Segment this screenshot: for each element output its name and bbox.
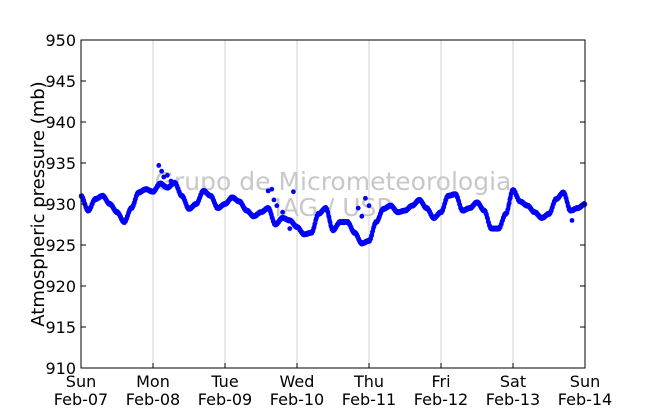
outlier-point (161, 174, 167, 180)
outlier-point (159, 168, 165, 174)
y-axis: 910 915 920 925 930 935 940 945 950 (45, 31, 585, 378)
outlier-point (291, 189, 296, 195)
y-tick-label: 910 (45, 359, 76, 378)
watermark-line-1: Grupo de Micrometeorologia (155, 167, 512, 196)
x-tick-day: Sat (500, 372, 526, 391)
y-tick-label: 935 (45, 154, 76, 173)
watermark-line-2: IAG / USP (275, 193, 392, 222)
y-tick-label: 930 (45, 195, 76, 214)
outlier-point (168, 178, 174, 184)
y-tick-label: 915 (45, 318, 76, 337)
outlier-point (271, 197, 277, 203)
x-tick-date: Feb-08 (126, 390, 180, 409)
x-tick-date: Feb-11 (342, 390, 396, 409)
x-tick-date: Feb-14 (558, 390, 612, 409)
x-tick-date: Feb-13 (486, 390, 540, 409)
outlier-point (269, 186, 275, 192)
y-tick-label: 925 (45, 236, 76, 255)
x-tick-day: Fri (431, 372, 450, 391)
y-tick-label: 940 (45, 113, 76, 132)
x-tick-date: Feb-07 (54, 390, 108, 409)
data-points (78, 163, 588, 247)
x-tick-date: Feb-12 (414, 390, 468, 409)
outlier-point (287, 226, 293, 232)
x-tick-date: Feb-09 (198, 390, 252, 409)
x-axis: SunFeb-07MonFeb-08TueFeb-09WedFeb-10ThuF… (54, 363, 612, 409)
y-axis-label: Atmospheric pressure (mb) (28, 81, 49, 326)
outlier-point (355, 205, 361, 211)
outlier-point (366, 203, 372, 209)
outlier-point (363, 195, 368, 201)
outlier-point (280, 209, 285, 215)
y-tick-label: 945 (45, 72, 76, 91)
y-tick-label: 920 (45, 277, 76, 296)
grid-lines (152, 40, 514, 368)
x-tick-date: Feb-10 (270, 390, 324, 409)
x-tick-day: Thu (353, 372, 384, 391)
outlier-point (566, 207, 572, 213)
watermark: Grupo de Micrometeorologia IAG / USP (155, 167, 512, 222)
y-tick-label: 950 (45, 31, 76, 50)
x-tick-day: Tue (210, 372, 238, 391)
x-tick-day: Sun (570, 372, 600, 391)
outlier-point (359, 213, 365, 219)
outlier-point (274, 203, 280, 209)
outlier-point (156, 163, 162, 168)
outlier-point (165, 172, 170, 178)
x-tick-day: Mon (136, 372, 170, 391)
outlier-point (265, 188, 271, 194)
outlier-point (569, 218, 575, 223)
x-tick-day: Wed (280, 372, 315, 391)
x-tick-day: Sun (66, 372, 96, 391)
